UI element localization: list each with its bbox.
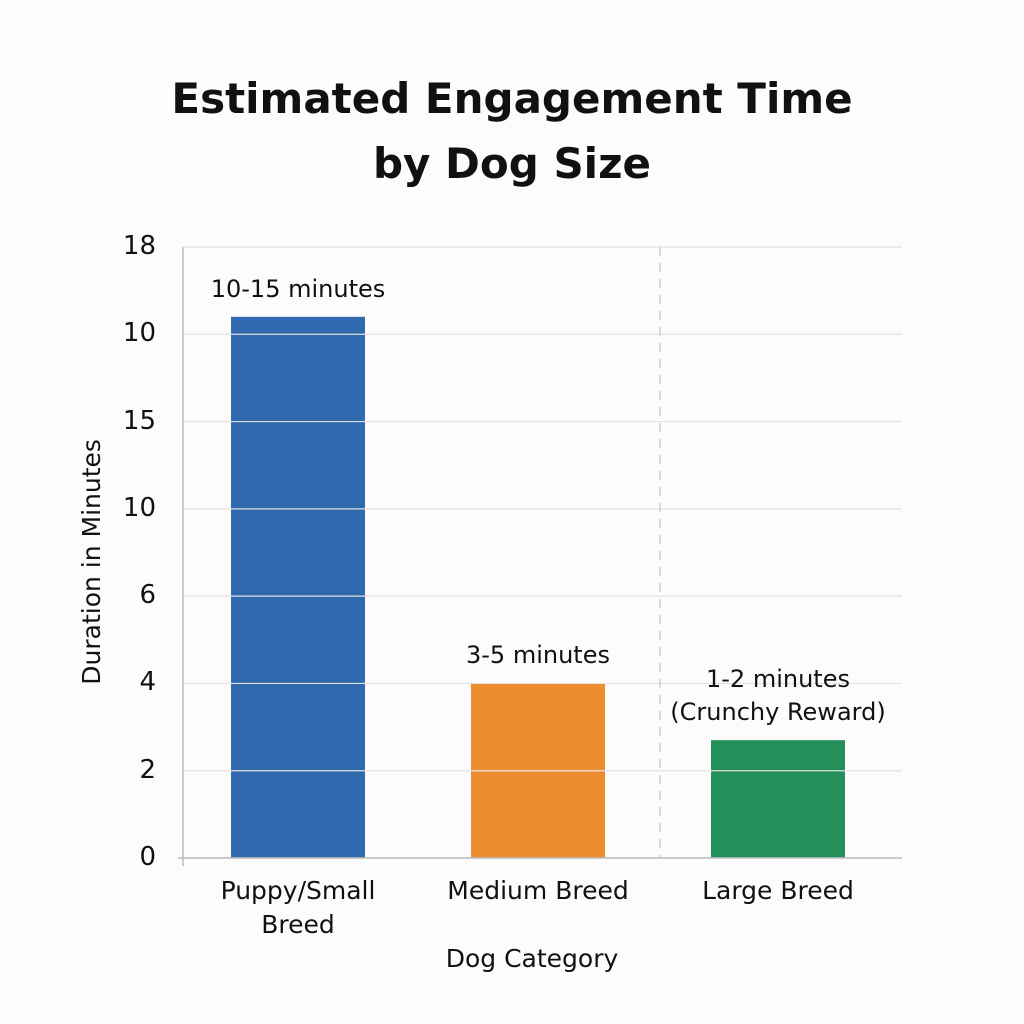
y-tick-label: 6: [139, 580, 156, 611]
x-tick-label: Puppy/Small Breed: [220, 876, 376, 939]
y-tick-label: 2: [139, 754, 156, 785]
x-tick-label: Medium Breed: [447, 876, 629, 905]
y-tick-label: 10: [122, 492, 156, 523]
y-tick-label: 0: [139, 842, 156, 872]
chart-title: Estimated Engagement Time by Dog Size: [171, 74, 853, 189]
data-label: 3-5 minutes: [466, 641, 610, 670]
y-tick-label: 15: [122, 405, 156, 436]
x-tick-label: Large Breed: [702, 876, 854, 905]
y-tick-label: 10: [122, 318, 156, 349]
data-label: 10-15 minutes: [210, 274, 386, 303]
x-axis-title: Dog Category: [445, 944, 619, 973]
bar: [231, 316, 365, 858]
data-label: 1-2 minutes (Crunchy Reward): [670, 665, 886, 726]
y-tick-label: 18: [122, 231, 156, 261]
bar: [711, 740, 845, 858]
y-tick-label: 4: [139, 667, 156, 698]
